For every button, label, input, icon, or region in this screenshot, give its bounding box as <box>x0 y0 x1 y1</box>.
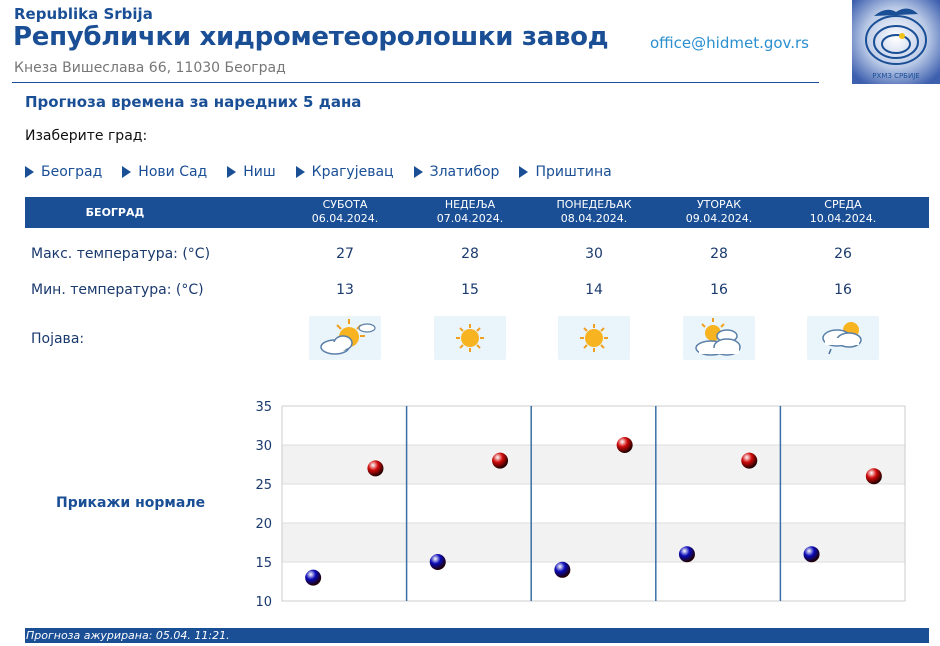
day-date: 07.04.2024. <box>436 212 504 225</box>
chart-frame <box>281 405 906 602</box>
city-link-pristina[interactable]: Приштина <box>519 164 612 180</box>
max-temp-value: 28 <box>461 246 479 262</box>
day-name: УТОРАК <box>696 198 742 211</box>
day-header: УТОРАК 09.04.2024. <box>657 198 781 226</box>
org-small-title: Republika Srbija <box>14 5 153 23</box>
sun-icon <box>558 316 630 360</box>
arrow-right-icon <box>227 166 237 178</box>
phenomenon-label: Појава: <box>31 331 85 347</box>
day-name: ПОНЕДЕЉАК <box>556 198 632 211</box>
day-date: 06.04.2024. <box>311 212 379 225</box>
logo-text: РХМЗ СРБИЈЕ <box>872 72 919 80</box>
min-temp-value: 14 <box>585 282 603 298</box>
city-link-beograd[interactable]: Београд <box>25 164 102 180</box>
show-normals-button[interactable]: Прикажи нормале <box>56 495 206 511</box>
page-title: Прогноза времена за наредних 5 дана <box>25 93 362 111</box>
y-tick-label: 20 <box>255 517 272 532</box>
arrow-right-icon <box>413 166 423 178</box>
max-temp-point <box>367 460 384 477</box>
city-link-novi-sad[interactable]: Нови Сад <box>122 164 207 180</box>
arrow-right-icon <box>295 166 305 178</box>
sun-cloud-drizzle-icon <box>807 316 879 360</box>
max-temp-point <box>741 452 758 469</box>
day-header: СУБОТА 06.04.2024. <box>283 198 407 226</box>
max-temp-value: 30 <box>585 246 603 262</box>
min-temp-point <box>678 546 695 563</box>
chart-band <box>282 445 905 484</box>
sun-cloud-icon <box>309 316 381 360</box>
max-temp-value: 26 <box>834 246 852 262</box>
y-tick-label: 25 <box>255 478 272 493</box>
arrow-right-icon <box>122 166 132 178</box>
day-date: 09.04.2024. <box>685 212 753 225</box>
max-temp-value: 27 <box>336 246 354 262</box>
day-name: СРЕДА <box>824 198 862 211</box>
day-date: 08.04.2024. <box>560 212 628 225</box>
max-temp-point <box>616 437 633 453</box>
day-header: ПОНЕДЕЉАК 08.04.2024. <box>532 198 656 226</box>
y-tick-label: 30 <box>255 439 272 454</box>
y-tick-label: 15 <box>255 556 272 571</box>
max-temp-value: 28 <box>710 246 728 262</box>
day-header: СРЕДА 10.04.2024. <box>781 198 905 226</box>
arrow-right-icon <box>519 166 529 178</box>
city-links: Београд Нови Сад Ниш Крагујевац Златибор… <box>25 162 632 182</box>
y-tick-label: 10 <box>255 595 272 610</box>
sun-behind-clouds-icon <box>683 316 755 360</box>
min-temp-value: 16 <box>710 282 728 298</box>
max-temp-point <box>492 452 509 469</box>
day-date: 10.04.2024. <box>809 212 877 225</box>
min-temp-value: 15 <box>461 282 479 298</box>
org-name: Републички хидрометеоролошки завод <box>13 22 609 52</box>
logo: РХМЗ СРБИЈЕ <box>852 0 940 84</box>
min-temp-point <box>554 561 571 578</box>
min-temp-label: Мин. температура: (°C) <box>31 282 204 298</box>
day-name: СУБОТА <box>322 198 368 211</box>
max-temp-label: Макс. температура: (°C) <box>31 246 211 262</box>
min-temp-point <box>305 569 322 586</box>
day-name: НЕДЕЉА <box>444 198 496 211</box>
y-tick-label: 35 <box>255 400 272 415</box>
city-link-nis[interactable]: Ниш <box>227 164 276 180</box>
city-link-zlatibor[interactable]: Златибор <box>413 164 499 180</box>
min-temp-value: 16 <box>834 282 852 298</box>
min-temp-point <box>429 554 446 570</box>
footer-bar <box>25 628 929 643</box>
city-link-kragujevac[interactable]: Крагујевац <box>295 164 394 180</box>
min-temp-value: 13 <box>336 282 354 298</box>
forecast-city-name: БЕОГРАД <box>85 206 145 219</box>
forecast-updated-text: Прогноза ажурирана: 05.04. 11:21. <box>26 629 230 642</box>
arrow-right-icon <box>25 166 34 178</box>
org-address: Кнеза Вишеслава 66, 11030 Београд <box>14 60 286 76</box>
header-divider <box>12 82 819 83</box>
choose-city-label: Изаберите град: <box>25 128 148 144</box>
max-temp-point <box>865 468 882 485</box>
day-header: НЕДЕЉА 07.04.2024. <box>408 198 532 226</box>
email-link[interactable]: office@hidmet.gov.rs <box>650 34 810 52</box>
min-temp-point <box>803 546 820 563</box>
chart-band <box>282 523 905 562</box>
forecast-header-bar <box>25 197 929 228</box>
sun-icon <box>434 316 506 360</box>
